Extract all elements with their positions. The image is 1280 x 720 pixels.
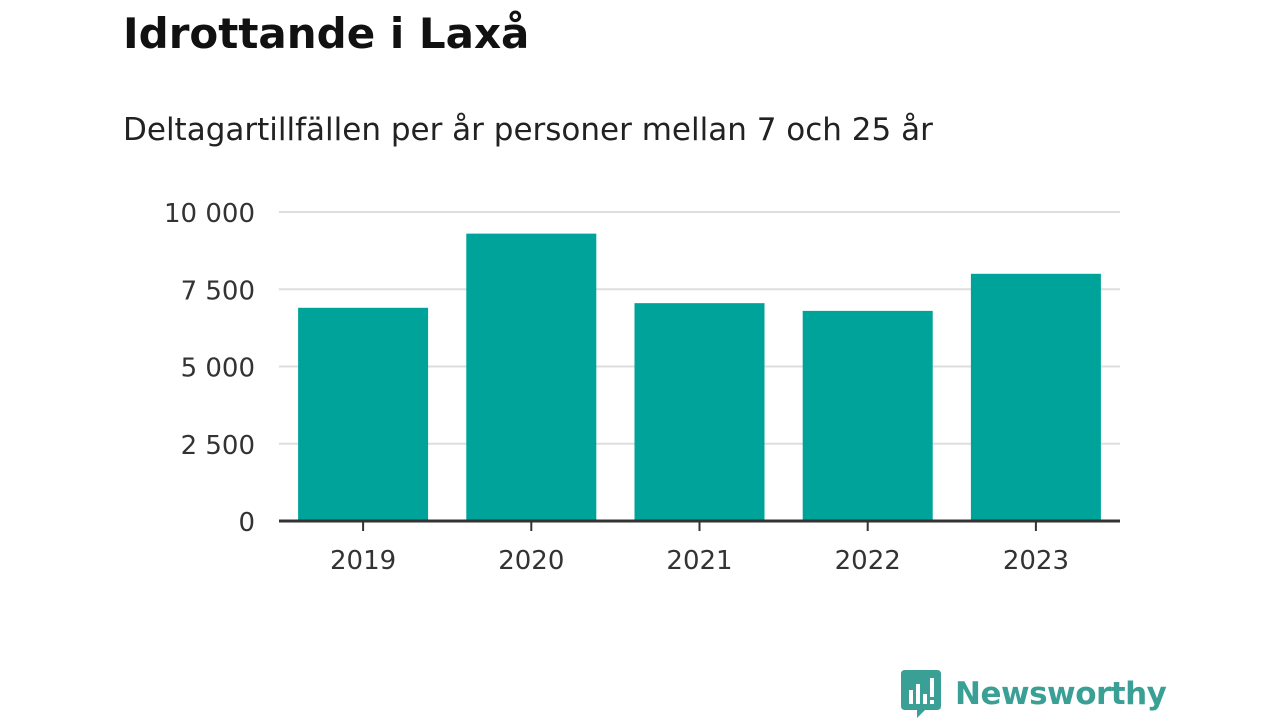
x-tick-label: 2021 xyxy=(666,546,732,576)
y-tick-label: 0 xyxy=(238,508,255,538)
x-tick-label: 2023 xyxy=(1003,546,1069,576)
y-tick-label: 10 000 xyxy=(164,199,255,229)
bar-2023 xyxy=(970,273,1101,521)
y-tick-label: 2 500 xyxy=(181,431,255,461)
newsworthy-chart-bubble-icon xyxy=(901,670,941,718)
axes: 0 2 500 5 000 7 500 10 000 2019 2020 2021 2022 20… xyxy=(164,199,1120,576)
brand-name: Newsworthy xyxy=(955,676,1167,712)
newsworthy-brand: Newsworthy xyxy=(901,668,1167,720)
y-tick-label: 7 500 xyxy=(181,276,255,306)
y-tick-label: 5 000 xyxy=(181,354,255,384)
bars xyxy=(298,233,1101,521)
bar-2021 xyxy=(634,303,765,521)
x-tick-label: 2019 xyxy=(330,546,396,576)
bar-2022 xyxy=(802,310,933,521)
bar-2020 xyxy=(466,233,597,521)
chart-title: Idrottande i Laxå xyxy=(123,9,530,58)
x-tick-label: 2022 xyxy=(835,546,901,576)
chart-subtitle: Deltagartillfällen per år personer mella… xyxy=(123,112,933,148)
bar-2019 xyxy=(298,307,429,521)
x-tick-label: 2020 xyxy=(498,546,564,576)
